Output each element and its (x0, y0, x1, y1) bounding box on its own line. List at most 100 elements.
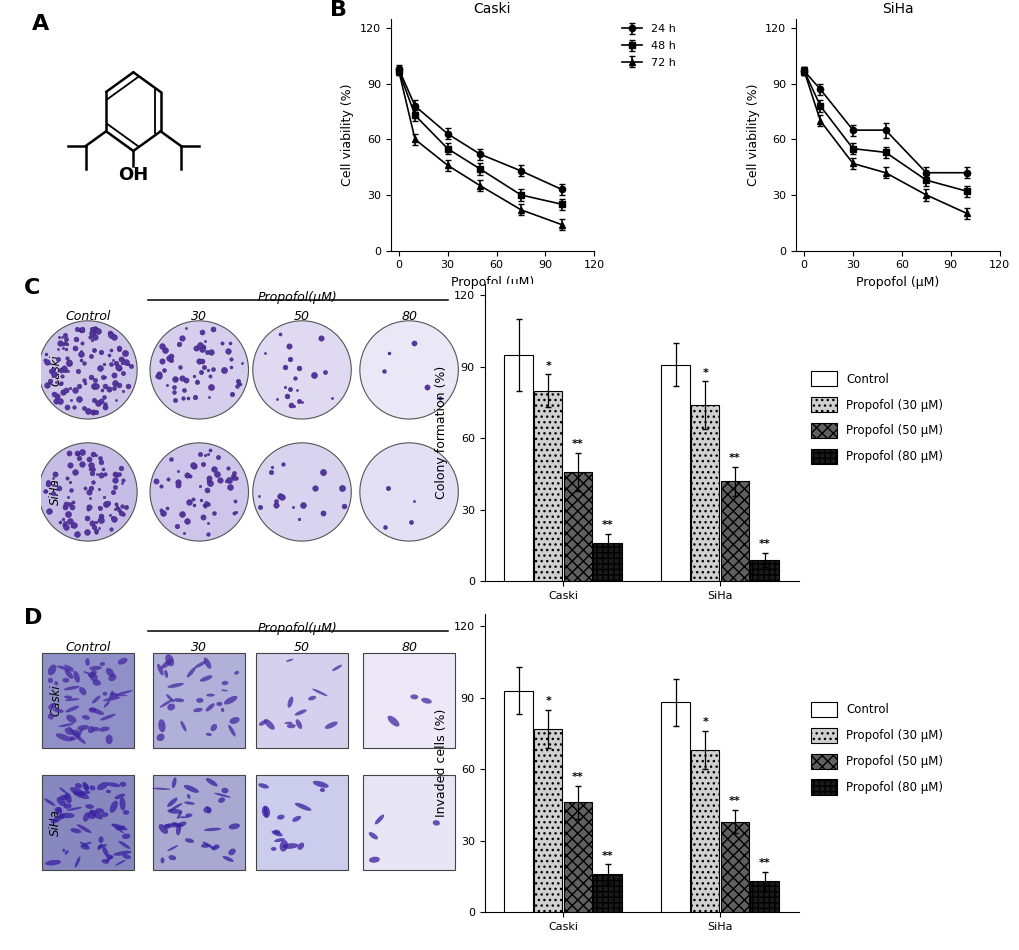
Ellipse shape (106, 856, 112, 862)
Ellipse shape (70, 828, 82, 833)
Ellipse shape (228, 824, 239, 829)
Text: **: ** (601, 851, 612, 861)
Text: B: B (329, 1, 346, 21)
Ellipse shape (308, 695, 316, 700)
Ellipse shape (202, 842, 215, 849)
Ellipse shape (158, 719, 165, 732)
Ellipse shape (74, 734, 86, 744)
Ellipse shape (122, 833, 130, 839)
Ellipse shape (84, 784, 89, 790)
Ellipse shape (360, 321, 458, 419)
Ellipse shape (79, 687, 87, 695)
Text: SiHa: SiHa (49, 479, 62, 505)
Ellipse shape (48, 664, 56, 675)
Ellipse shape (211, 846, 217, 850)
Ellipse shape (76, 791, 91, 795)
Ellipse shape (56, 797, 66, 807)
Ellipse shape (163, 824, 171, 828)
Ellipse shape (64, 686, 79, 691)
Ellipse shape (92, 727, 100, 732)
Ellipse shape (95, 808, 104, 813)
Ellipse shape (115, 860, 125, 865)
Ellipse shape (89, 666, 102, 670)
Ellipse shape (282, 844, 299, 849)
Ellipse shape (98, 845, 107, 847)
Ellipse shape (88, 672, 96, 677)
Ellipse shape (102, 859, 109, 864)
Text: OH: OH (118, 166, 149, 184)
Ellipse shape (76, 825, 92, 833)
Bar (750, 881, 777, 912)
Ellipse shape (39, 321, 137, 419)
Ellipse shape (167, 798, 177, 807)
Ellipse shape (72, 791, 90, 799)
Ellipse shape (173, 698, 184, 702)
Ellipse shape (234, 671, 239, 674)
Ellipse shape (169, 803, 182, 811)
Ellipse shape (168, 855, 176, 861)
Text: **: ** (729, 453, 740, 464)
Bar (720, 482, 748, 581)
Ellipse shape (48, 677, 53, 683)
Text: Control: Control (65, 311, 110, 323)
Ellipse shape (62, 848, 65, 852)
Ellipse shape (88, 810, 96, 819)
Ellipse shape (195, 661, 207, 668)
Text: 50: 50 (293, 311, 310, 323)
Ellipse shape (106, 789, 111, 793)
Ellipse shape (186, 794, 191, 799)
Ellipse shape (253, 443, 351, 542)
Ellipse shape (119, 797, 125, 810)
Bar (363, 653, 454, 749)
Ellipse shape (271, 847, 276, 851)
Ellipse shape (89, 708, 96, 712)
Ellipse shape (118, 841, 130, 849)
Ellipse shape (111, 824, 124, 833)
Ellipse shape (81, 845, 90, 849)
Ellipse shape (224, 695, 237, 705)
Ellipse shape (59, 723, 74, 727)
Ellipse shape (102, 846, 108, 857)
X-axis label: Propofol (μM): Propofol (μM) (855, 276, 938, 289)
Text: *: * (702, 368, 707, 378)
Ellipse shape (229, 717, 239, 724)
Ellipse shape (73, 671, 79, 683)
Ellipse shape (286, 724, 296, 729)
Bar (593, 874, 621, 912)
Ellipse shape (274, 838, 284, 842)
Ellipse shape (287, 696, 293, 708)
Bar (750, 560, 777, 581)
Ellipse shape (320, 788, 325, 792)
Ellipse shape (206, 732, 212, 736)
Text: **: ** (758, 858, 769, 868)
Ellipse shape (172, 777, 176, 788)
Ellipse shape (114, 793, 125, 799)
Ellipse shape (97, 844, 103, 850)
Ellipse shape (64, 850, 68, 855)
Text: **: ** (758, 539, 769, 549)
Ellipse shape (167, 704, 175, 711)
Text: 80: 80 (400, 641, 417, 655)
Ellipse shape (157, 664, 163, 675)
Ellipse shape (45, 860, 61, 865)
Text: **: ** (601, 520, 612, 530)
Ellipse shape (206, 703, 215, 712)
Ellipse shape (70, 738, 75, 740)
Ellipse shape (106, 734, 112, 745)
Ellipse shape (228, 725, 235, 736)
Ellipse shape (65, 706, 79, 712)
Ellipse shape (152, 788, 170, 789)
Ellipse shape (279, 840, 287, 851)
Ellipse shape (57, 666, 74, 672)
Bar (504, 691, 532, 912)
Bar (564, 472, 591, 581)
Ellipse shape (110, 801, 118, 813)
Ellipse shape (273, 829, 280, 834)
Ellipse shape (79, 842, 89, 847)
Text: Caski: Caski (49, 354, 62, 386)
Ellipse shape (119, 782, 126, 787)
Bar (42, 775, 133, 870)
Ellipse shape (64, 669, 73, 679)
Ellipse shape (117, 657, 127, 665)
Legend: 24 h, 48 h, 72 h: 24 h, 48 h, 72 h (618, 20, 680, 72)
